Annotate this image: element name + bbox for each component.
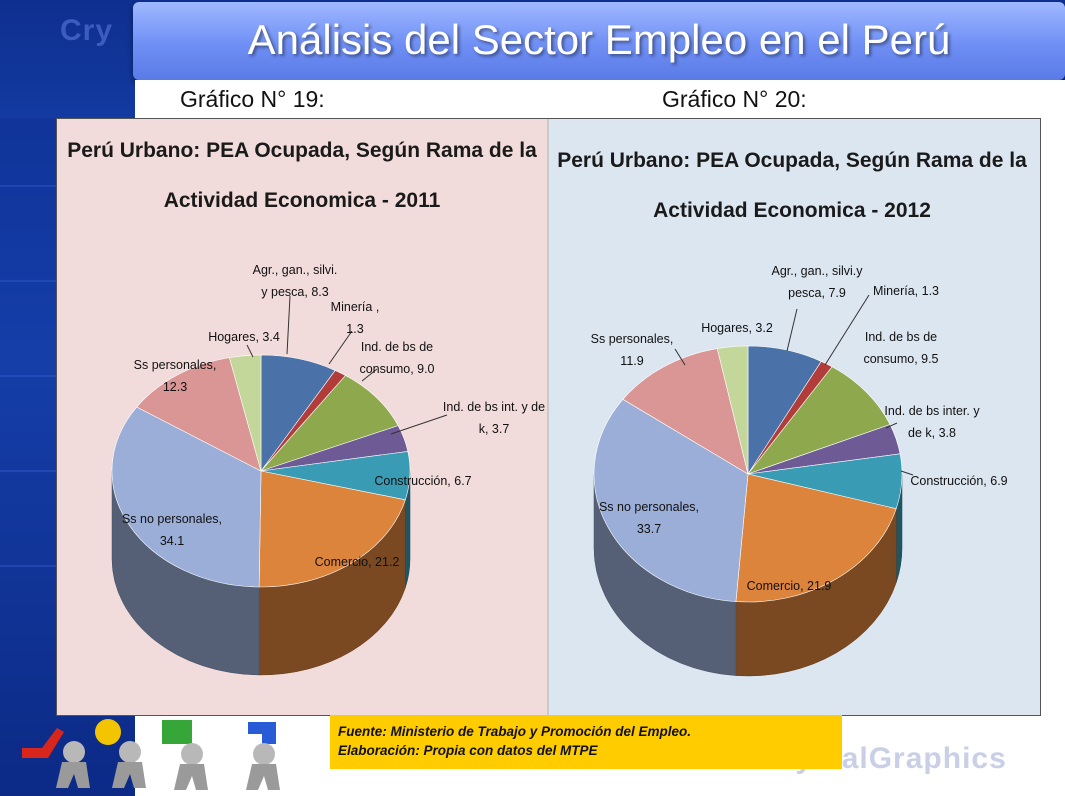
logo-figures (22, 719, 280, 790)
slice-label: Ss personales, 12.3 (134, 358, 217, 394)
caption-chart-20: Gráfico N° 20: (662, 86, 807, 112)
pie-slice (735, 473, 897, 603)
source-note: Fuente: Ministerio de Trabajo y Promoció… (330, 715, 842, 769)
pie-side-walls (593, 473, 903, 677)
title-bar: Análisis del Sector Empleo en el Perú (133, 2, 1065, 80)
pie-side-walls (111, 470, 411, 676)
slide-title: Análisis del Sector Empleo en el Perú (247, 16, 951, 63)
slice-label: Hogares, 3.2 (701, 321, 773, 335)
pie-chart-2012: Perú Urbano: PEA Ocupada, Según Rama de … (557, 149, 1027, 677)
source-line-1: Fuente: Ministerio de Trabajo y Promoció… (338, 724, 692, 739)
pie-chart-2011: Perú Urbano: PEA Ocupada, Según Rama de … (67, 139, 545, 676)
pie-slice (136, 357, 262, 472)
slice-label: Agr., gan., silvi. y pesca, 8.3 (253, 263, 338, 299)
slice-label: Minería , 1.3 (331, 300, 380, 336)
source-line-2: Elaboración: Propia con datos del MTPE (338, 743, 598, 758)
slice-label: Comercio, 21.2 (315, 555, 400, 569)
chart-title-line: Perú Urbano: PEA Ocupada, Según Rama de … (67, 139, 537, 162)
leader-line (361, 368, 378, 382)
caption-chart-19: Gráfico N° 19: (180, 86, 325, 112)
pie-slice (716, 345, 749, 475)
pie-slice (593, 398, 749, 602)
slice-label: Ind. de bs int. y de k, 3.7 (443, 400, 545, 436)
pie-slice (258, 470, 406, 588)
slice-label: Ind. de bs inter. y de k, 3.8 (884, 404, 980, 440)
slice-label: Minería, 1.3 (873, 284, 939, 298)
caption-strip (135, 80, 1065, 118)
pie-slice (229, 354, 262, 472)
slice-label: Hogares, 3.4 (208, 330, 280, 344)
leader-line (824, 294, 870, 366)
figure-green (162, 720, 208, 790)
slice-label: Ss no personales, 34.1 (122, 512, 222, 548)
slice-label: Ss no personales, 33.7 (599, 500, 699, 536)
leader-line (786, 308, 798, 352)
pie-slice (747, 366, 891, 475)
figure-red (22, 728, 90, 788)
pie-charts-svg: Perú Urbano: PEA Ocupada, Según Rama de … (57, 119, 1040, 715)
leader-line (246, 344, 254, 358)
watermark-top: Cry (60, 14, 114, 47)
leader-line (390, 414, 448, 435)
chart-title-line: Perú Urbano: PEA Ocupada, Según Rama de … (557, 149, 1027, 172)
figure-yellow (95, 719, 146, 788)
figure-blue (246, 722, 280, 790)
chart-title-line: Actividad Economica - 2011 (164, 189, 441, 212)
pie-slice (622, 348, 749, 475)
slice-label: Comercio, 21.9 (747, 579, 832, 593)
chart-frame: Perú Urbano: PEA Ocupada, Según Rama de … (56, 118, 1041, 716)
pie-slice (260, 375, 399, 472)
slice-label: Ind. de bs de consumo, 9.0 (359, 340, 434, 376)
leader-line (885, 422, 898, 429)
slice-label: Agr., gan., silvi.y pesca, 7.9 (771, 264, 863, 300)
slice-label: Ind. de bs de consumo, 9.5 (863, 330, 938, 366)
leader-line (286, 295, 291, 355)
leader-line (328, 330, 353, 365)
chart-title-line: Actividad Economica - 2012 (653, 199, 931, 222)
slice-label: Construcción, 6.9 (910, 474, 1007, 488)
slice-label: Construcción, 6.7 (374, 474, 471, 488)
slice-label: Ss personales, 11.9 (591, 332, 674, 368)
leader-line (674, 348, 686, 366)
leader-line (900, 470, 914, 476)
